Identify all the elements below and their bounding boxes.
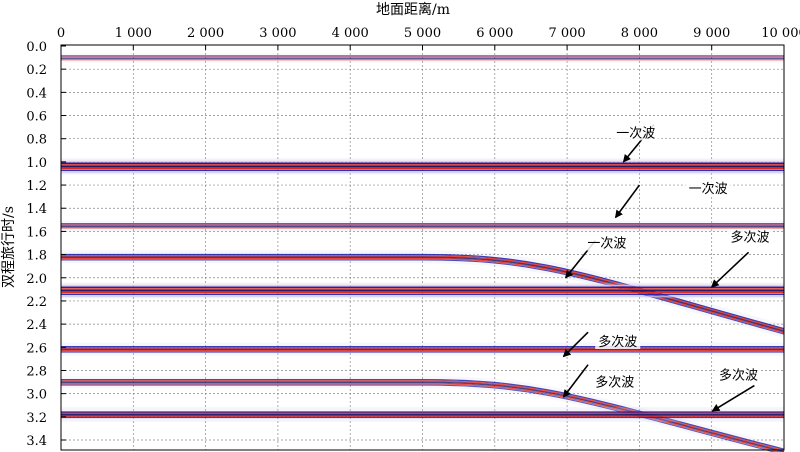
annotation-bg xyxy=(592,373,638,390)
annotation: 一次波 xyxy=(565,234,630,279)
y-tick-label: 2.2 xyxy=(26,295,47,310)
x-tick-label: 0 xyxy=(57,26,65,41)
annotation-label: 多次波 xyxy=(719,368,758,384)
y-tick-label: 2.0 xyxy=(26,272,47,287)
x-tick-label: 3 000 xyxy=(259,26,296,41)
annotation: 一次波 xyxy=(614,180,731,219)
annotation: 多次波 xyxy=(711,366,761,412)
y-tick-label: 2.4 xyxy=(26,318,47,333)
annotation-label: 一次波 xyxy=(587,235,626,251)
x-tick-label: 5 000 xyxy=(404,26,441,41)
seismic-event xyxy=(61,282,784,299)
annotation-bg xyxy=(613,124,659,141)
annotation-arrow xyxy=(562,364,589,398)
y-tick-label: 2.8 xyxy=(26,364,47,379)
y-tick-label: 1.8 xyxy=(26,249,47,264)
x-axis-title: 地面距离/m xyxy=(376,1,450,18)
seismic-event xyxy=(61,407,784,422)
y-tick-label: 0.8 xyxy=(26,133,47,148)
x-axis: 0 1 000 2 000 3 000 4 000 5 000 6 000 7 000 8 00… xyxy=(57,26,800,50)
annotation: 多次波 xyxy=(562,364,638,398)
event-trace xyxy=(61,384,777,452)
annotation: 多次波 xyxy=(710,228,773,288)
annotation-arrow xyxy=(614,184,641,219)
annotation-bg xyxy=(685,180,731,197)
plot-frame xyxy=(60,44,785,451)
y-tick-label: 1.6 xyxy=(26,225,47,240)
y-axis: 0.0 0.2 0.4 0.6 0.8 1.0 1.2 1.4 1.6 1.8 2.0 2.2 2.4 2… xyxy=(26,40,66,449)
y-axis-title: 双程旅行时/s xyxy=(1,206,17,288)
seismic-event xyxy=(61,342,784,356)
y-tick-label: 2.6 xyxy=(26,341,47,356)
x-tick-label: 8 000 xyxy=(621,26,658,41)
y-tick-label: 1.0 xyxy=(26,156,47,171)
annotation-label: 多次波 xyxy=(595,375,634,391)
x-tick-label: 4 000 xyxy=(332,26,369,41)
y-tick-label: 0.2 xyxy=(26,63,47,78)
annotation-label: 多次波 xyxy=(731,230,770,246)
annotation-bg xyxy=(584,234,630,251)
y-tick-label: 3.0 xyxy=(26,388,47,403)
seismic-event xyxy=(61,220,784,232)
annotation-bg xyxy=(727,228,773,245)
seismic-event xyxy=(61,53,784,64)
annotation-label: 一次波 xyxy=(616,125,655,141)
y-tick-label: 1.4 xyxy=(26,202,47,217)
annotation: 多次波 xyxy=(562,331,641,358)
event-trace xyxy=(61,253,785,330)
y-tick-label: 1.2 xyxy=(26,179,47,194)
annotation-bg xyxy=(715,366,761,383)
x-tick-label: 9 000 xyxy=(693,26,730,41)
seismic-event xyxy=(61,158,784,175)
annotation-bg xyxy=(595,332,641,349)
x-tick-label: 1 000 xyxy=(115,26,152,41)
y-tick-label: 3.2 xyxy=(26,411,47,426)
y-tick-label: 0.0 xyxy=(26,40,47,55)
annotation: 一次波 xyxy=(613,124,659,163)
y-tick-label: 3.4 xyxy=(26,434,47,449)
annotation-arrow xyxy=(710,251,750,288)
y-tick-label: 0.6 xyxy=(26,110,47,125)
x-tick-label: 6 000 xyxy=(476,26,513,41)
annotation-arrow xyxy=(711,384,755,412)
annotation-label: 多次波 xyxy=(598,334,637,350)
annotation-arrow xyxy=(562,331,589,358)
y-tick-label: 0.4 xyxy=(26,86,47,101)
x-tick-label: 10 000 xyxy=(761,26,800,41)
annotation-label: 一次波 xyxy=(689,181,728,197)
x-tick-label: 2 000 xyxy=(187,26,224,41)
x-tick-label: 7 000 xyxy=(548,26,585,41)
